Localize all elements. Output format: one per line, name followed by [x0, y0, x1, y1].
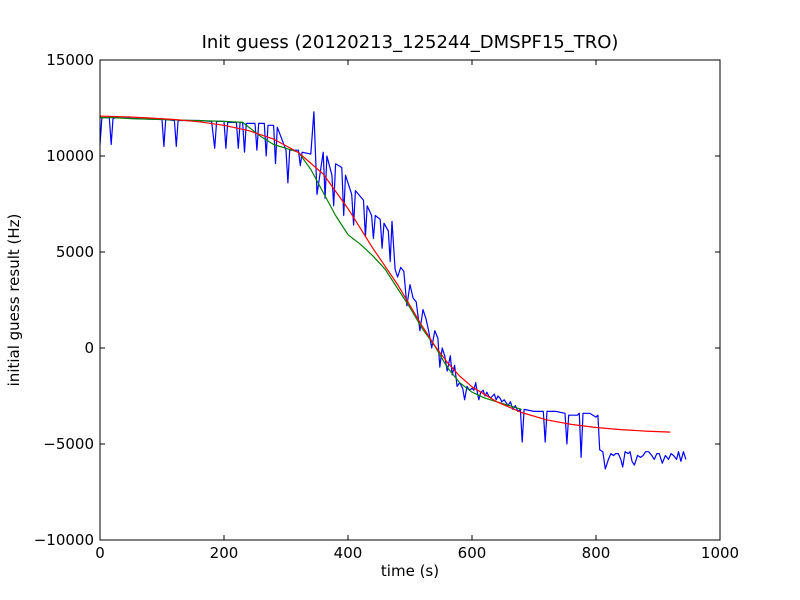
- series-line-0: [99, 111, 687, 470]
- y-axis-label: initial guess result (Hz): [5, 214, 23, 387]
- x-tick-label: 600: [458, 544, 487, 562]
- series-line-2: [99, 115, 671, 433]
- chart-title: Init guess (20120213_125244_DMSPF15_TRO): [202, 32, 619, 53]
- y-tick-label: −10000: [34, 531, 94, 549]
- series-layer: [99, 111, 687, 470]
- plot-frame: [99, 59, 721, 541]
- y-tick-label: 10000: [46, 147, 94, 165]
- y-tick-label: 5000: [56, 243, 94, 261]
- y-tick-label: 0: [84, 339, 94, 357]
- x-tick-label: 400: [334, 544, 363, 562]
- x-tick-label: 200: [210, 544, 239, 562]
- y-tick-label: −5000: [43, 435, 94, 453]
- x-axis-label: time (s): [381, 562, 439, 580]
- x-tick-label: 1000: [701, 544, 739, 562]
- x-tick-label: 800: [582, 544, 611, 562]
- tick-layer: 0 200 400 600 800 1000 −10000 −5000 0 5000 10000 15…: [34, 51, 739, 562]
- x-tick-label: 0: [95, 544, 105, 562]
- series-line-1: [100, 116, 522, 410]
- y-tick-label: 15000: [46, 51, 94, 69]
